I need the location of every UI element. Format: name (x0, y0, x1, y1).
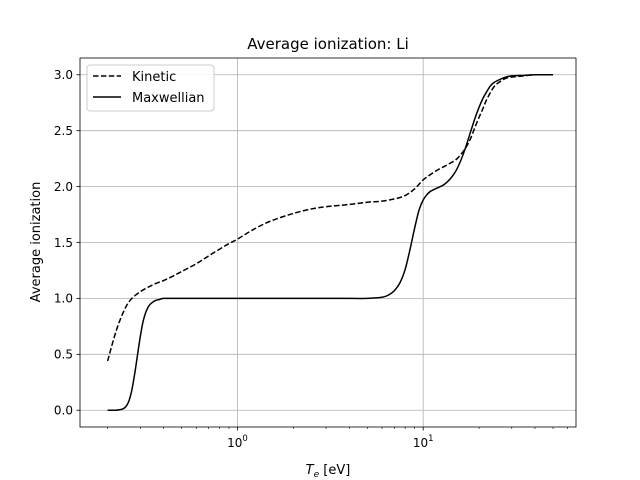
y-axis-label: Average ionization (29, 182, 44, 303)
x-axis-label-symbol: T (306, 463, 315, 478)
x-axis-label: Te [eV] (306, 463, 351, 480)
y-tick-label: 2.5 (54, 124, 73, 138)
legend-kinetic-label: Kinetic (132, 70, 176, 85)
legend: Kinetic Maxwellian (86, 64, 215, 112)
y-tick-label: 0.5 (54, 348, 73, 362)
y-tick-label: 1.0 (54, 292, 73, 306)
chart-title: Average ionization: Li (247, 35, 409, 53)
x-tick-label: 101 (413, 434, 434, 450)
x-tick-label: 100 (227, 434, 248, 450)
x-axis-label-unit: [eV] (319, 463, 350, 478)
y-tick-label: 2.0 (54, 180, 73, 194)
x-axis-label-subscript: e (314, 470, 320, 480)
series-line-kinetic (106, 73, 554, 362)
y-tick-label: 3.0 (54, 68, 73, 82)
x-tick-label-exponent: 1 (428, 434, 433, 444)
legend-maxwellian-label: Maxwellian (132, 91, 205, 106)
x-tick-label-base: 10 (227, 436, 242, 450)
series-line-maxwellian (107, 73, 554, 412)
y-tick-label: 0.0 (54, 404, 73, 418)
series-layer (106, 73, 554, 412)
x-tick-label-exponent: 0 (242, 434, 247, 444)
y-tick-label: 1.5 (54, 236, 73, 250)
x-tick-label-base: 10 (413, 436, 428, 450)
